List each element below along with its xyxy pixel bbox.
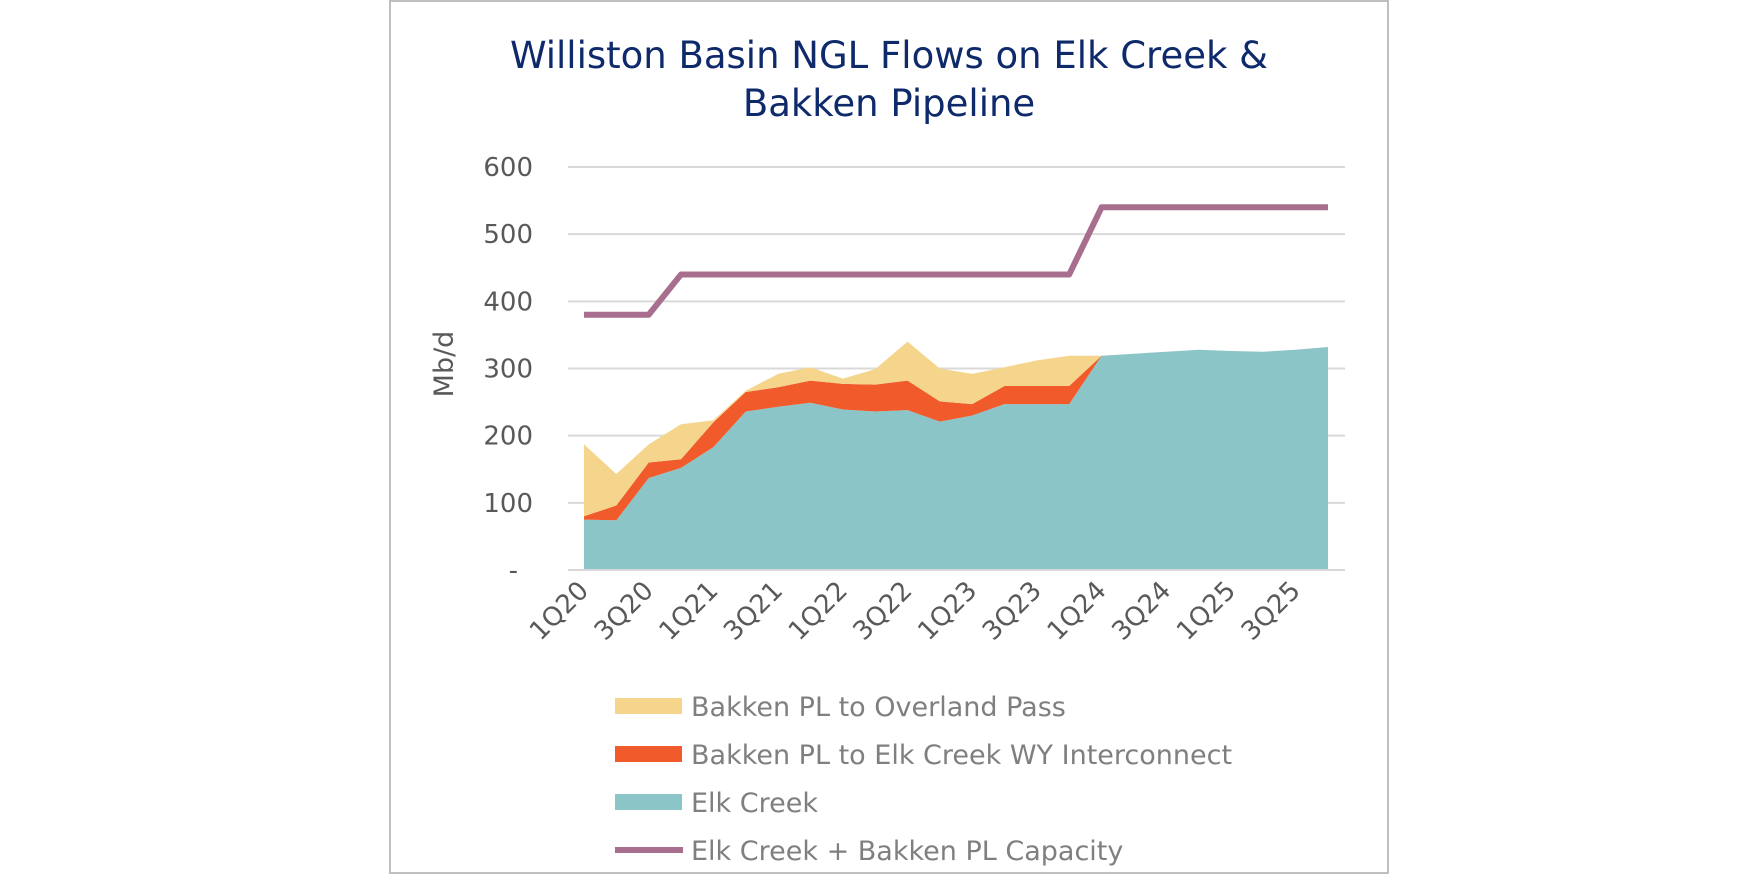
y-tick-label: 400 [483, 287, 533, 317]
y-tick-label: 200 [483, 422, 533, 452]
area-bakken-pl-to-elk-creek-wy-interconnect [584, 347, 1328, 521]
legend-label-elk-creek-bakken-pl-capacity: Elk Creek + Bakken PL Capacity [691, 836, 1123, 867]
area-elk-creek [584, 347, 1328, 570]
x-tick-label: 1Q24 [1042, 576, 1113, 647]
area-bakken-pl-to-overland-pass [584, 341, 1328, 517]
chart-title: Williston Basin NGL Flows on Elk Creek &… [391, 32, 1387, 128]
x-tick-label: 3Q22 [848, 576, 919, 647]
legend-swatch-elk-creek [615, 794, 682, 810]
capacity-line [584, 204, 1328, 318]
legend-label-elk-creek: Elk Creek [691, 788, 818, 819]
x-tick-label: 3Q23 [977, 576, 1048, 647]
stacked-areas [584, 341, 1328, 570]
x-tick-label: 1Q20 [524, 576, 595, 647]
x-tick-label: 1Q22 [783, 576, 854, 647]
x-tick-label: 3Q24 [1106, 576, 1177, 647]
legend: Bakken PL to Overland Pass Bakken PL to E… [615, 692, 1232, 867]
capacity-line-layer [584, 204, 1328, 318]
legend-label-bakken-pl-to-overland-pass: Bakken PL to Overland Pass [691, 692, 1066, 723]
y-tick-label: 100 [483, 489, 533, 519]
x-tick-label: 1Q25 [1171, 576, 1242, 647]
y-tick-label: - [509, 556, 518, 586]
x-tick-label: 3Q25 [1236, 576, 1307, 647]
chart-title-line-1: Williston Basin NGL Flows on Elk Creek & [509, 34, 1269, 77]
y-tick-label: 300 [483, 355, 533, 385]
y-tick-label: 500 [483, 220, 533, 250]
y-axis-title: Mb/d [429, 331, 460, 398]
legend-label-bakken-pl-to-elk-creek-wy-interconnect: Bakken PL to Elk Creek WY Interconnect [691, 740, 1232, 771]
x-tick-label: 1Q23 [912, 576, 983, 647]
x-tick-label: 3Q20 [589, 576, 660, 647]
x-tick-label: 1Q21 [654, 576, 725, 647]
chart-title-line-2: Bakken Pipeline [742, 82, 1036, 125]
x-tick-label: 3Q21 [718, 576, 789, 647]
legend-swatch-bakken-pl-to-overland-pass [615, 698, 682, 714]
legend-swatch-bakken-pl-to-elk-creek-wy-interconnect [615, 746, 682, 762]
y-tick-label: 600 [483, 153, 533, 183]
